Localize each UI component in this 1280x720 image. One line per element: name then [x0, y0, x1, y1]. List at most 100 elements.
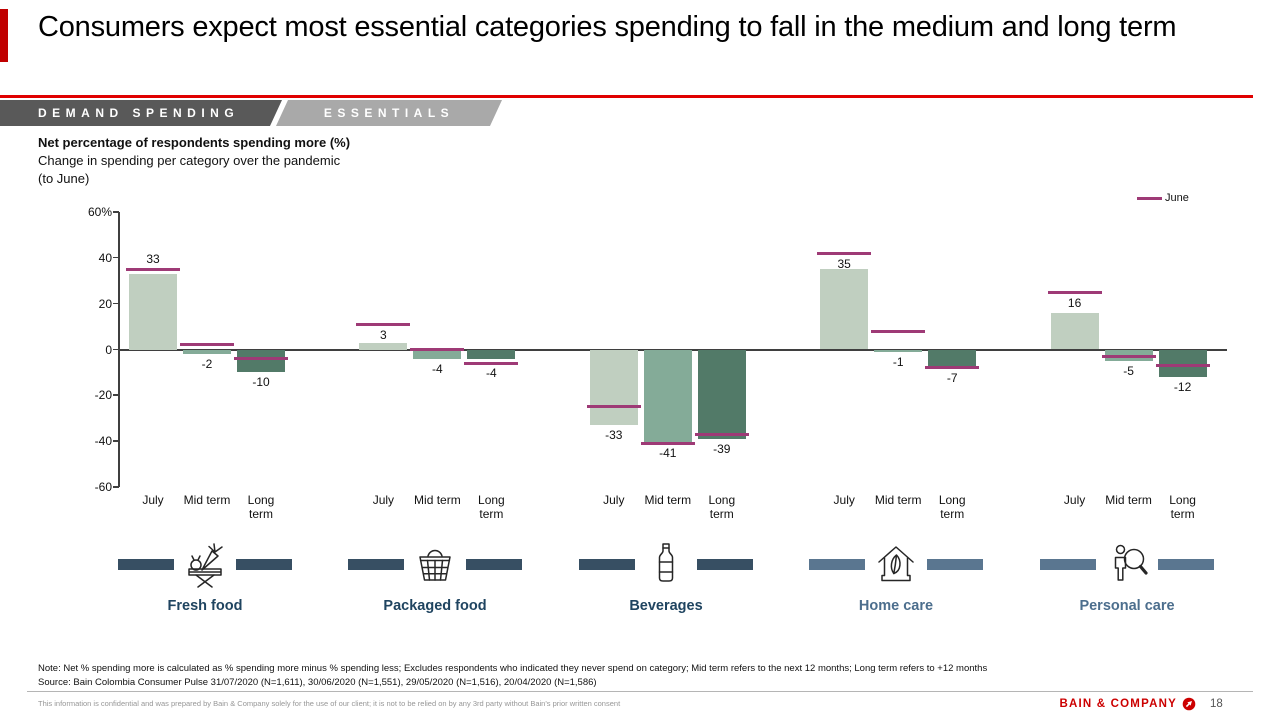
y-axis-tick — [113, 211, 119, 213]
bar-value-label: -1 — [892, 354, 904, 369]
packaged-food-icon — [419, 549, 451, 581]
category-label: Personal care — [1079, 598, 1175, 614]
accent-bar-left — [118, 558, 174, 570]
june-marker — [126, 267, 180, 271]
bar-value-label: -5 — [1123, 363, 1134, 378]
bar-value-label: -39 — [713, 441, 731, 456]
category-label: Packaged food — [383, 598, 487, 614]
accent-bar-right — [927, 558, 983, 570]
chart-subtitle-bold: Net percentage of respondents spending m… — [38, 135, 351, 150]
tab-demand-spending: DEMAND SPENDING — [0, 100, 282, 126]
chart-subtitle: Net percentage of respondents spending m… — [38, 134, 350, 188]
legend-june-label: June — [1165, 192, 1189, 204]
june-marker — [1047, 290, 1102, 294]
y-axis-tick-label: 40 — [98, 250, 112, 265]
bar-value-label: -33 — [605, 428, 623, 443]
home-care-icon — [878, 546, 914, 582]
tab-essentials: ESSENTIALS — [276, 100, 502, 126]
bar — [359, 342, 408, 350]
bar-value-label: -41 — [659, 446, 677, 461]
chart-subtitle-line3: (to June) — [38, 171, 90, 186]
y-axis-tick-label: -20 — [94, 388, 112, 403]
bar-chart-plot: 60% 40 20 0 -20 -40 -60 33 July -2 Mid term -10 Long… — [88, 205, 1227, 521]
note-text: Note: Net % spending more is calculated … — [38, 663, 988, 674]
bar — [183, 349, 231, 355]
beverages-icon — [658, 543, 674, 582]
x-axis-tick-label: Mid term — [414, 493, 461, 507]
bar-value-label: -7 — [946, 370, 958, 385]
x-axis-tick-label: July — [142, 493, 164, 507]
june-marker — [356, 322, 411, 326]
x-axis-tick-label: Long term — [938, 493, 966, 521]
bar-value-label: -4 — [486, 366, 497, 381]
x-axis-tick-label: Mid term — [874, 493, 922, 507]
bar — [1158, 349, 1207, 377]
bar — [697, 349, 746, 439]
bar — [413, 349, 462, 359]
accent-bar-right — [236, 558, 292, 570]
accent-bar-right — [466, 558, 522, 570]
confidential-text: This information is confidential and was… — [38, 699, 621, 708]
category-label: Home care — [858, 598, 934, 614]
y-axis-tick-label: 20 — [98, 296, 112, 311]
y-axis-tick-label: -60 — [94, 480, 112, 494]
bar — [643, 349, 692, 444]
x-axis-tick-label: July — [1063, 493, 1086, 507]
x-axis-tick-label: Mid term — [183, 493, 231, 507]
category-label: Fresh food — [167, 598, 243, 614]
bar — [1050, 312, 1099, 350]
bar-value-label: -12 — [1173, 380, 1192, 394]
bar-value-label: -10 — [252, 375, 270, 390]
june-marker — [234, 357, 288, 361]
y-axis-tick-label: 60% — [87, 205, 112, 219]
page-title: Consumers expect most essential categori… — [38, 11, 1177, 43]
june-marker — [410, 348, 465, 351]
june-marker — [1155, 364, 1210, 368]
june-marker — [817, 251, 872, 255]
bar — [928, 349, 977, 366]
x-axis-tick-label: Long term — [1169, 493, 1196, 521]
category-beverages: Beverages — [551, 538, 781, 614]
y-axis-tick — [113, 256, 119, 259]
y-axis-tick-label: 0 — [105, 342, 112, 357]
y-axis-tick — [113, 302, 119, 305]
source-text: Source: Bain Colombia Consumer Pulse 31/… — [38, 676, 597, 688]
y-axis-tick-label: -40 — [94, 434, 112, 449]
june-marker — [586, 405, 641, 409]
bar — [129, 273, 177, 350]
header-divider — [0, 95, 1253, 98]
page-number: 18 — [1210, 698, 1223, 710]
footer-divider — [27, 691, 1253, 692]
x-axis-tick-label: Long term — [478, 493, 505, 521]
bar-value-label: -4 — [432, 361, 443, 376]
bar-value-label: 3 — [380, 328, 387, 343]
x-axis-tick-label: July — [603, 493, 625, 507]
category-fresh-food: Fresh food — [90, 538, 320, 614]
june-marker — [925, 366, 980, 370]
chart-subtitle-line2: Change in spending per category over the… — [38, 153, 341, 168]
bar — [467, 349, 516, 359]
y-axis-tick — [113, 440, 119, 442]
june-marker — [180, 343, 234, 347]
bar-value-label: -2 — [201, 357, 213, 372]
accent-bar-left — [1040, 558, 1096, 570]
bar — [589, 349, 638, 426]
y-axis-tick — [113, 486, 119, 488]
bar-value-label: 33 — [146, 252, 160, 267]
bain-compass-icon — [1182, 697, 1196, 711]
bar — [874, 349, 923, 352]
june-marker — [694, 432, 749, 436]
bar-value-label: 35 — [837, 257, 851, 272]
title-red-accent-bar — [0, 9, 8, 62]
x-axis-tick-label: July — [833, 493, 855, 507]
category-personal-care: Personal care — [1012, 538, 1242, 614]
y-axis-tick — [113, 394, 119, 396]
tab-demand-spending-label: DEMAND SPENDING — [38, 106, 240, 120]
category-label: Beverages — [629, 598, 703, 614]
personal-care-icon — [1114, 544, 1148, 581]
accent-bar-right — [697, 558, 753, 570]
category-packaged-food: Packaged food — [320, 538, 550, 614]
june-line-icon — [1137, 196, 1162, 200]
accent-bar-left — [809, 558, 865, 570]
